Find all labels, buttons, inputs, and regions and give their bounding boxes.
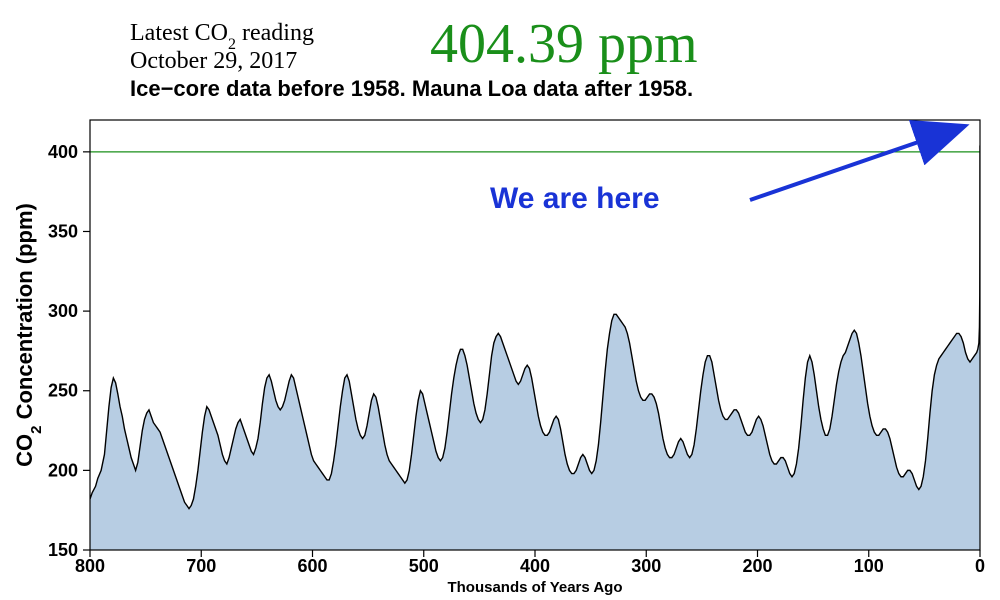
we-are-here-arrow	[750, 127, 962, 200]
y-tick-label: 350	[48, 221, 78, 241]
x-tick-label: 800	[75, 556, 105, 576]
current-co2-value: 404.39 ppm	[430, 13, 698, 75]
x-tick-label: 400	[520, 556, 550, 576]
y-tick-label: 250	[48, 381, 78, 401]
y-tick-label: 150	[48, 540, 78, 560]
x-tick-label: 0	[975, 556, 985, 576]
header-source-note: Ice−core data before 1958. Mauna Loa dat…	[130, 76, 693, 101]
x-tick-label: 300	[631, 556, 661, 576]
y-tick-label: 200	[48, 460, 78, 480]
y-axis-title: CO2 Concentration (ppm)	[12, 203, 45, 467]
co2-history-chart: Latest CO2 readingOctober 29, 2017Ice−co…	[0, 0, 1000, 600]
x-axis-title: Thousands of Years Ago	[447, 579, 622, 596]
y-tick-label: 300	[48, 301, 78, 321]
y-tick-label: 400	[48, 142, 78, 162]
x-tick-label: 100	[854, 556, 884, 576]
x-tick-label: 700	[186, 556, 216, 576]
x-tick-label: 200	[742, 556, 772, 576]
header-date: October 29, 2017	[130, 48, 297, 74]
x-tick-label: 500	[409, 556, 439, 576]
we-are-here-label: We are here	[490, 182, 660, 215]
x-tick-label: 600	[297, 556, 327, 576]
